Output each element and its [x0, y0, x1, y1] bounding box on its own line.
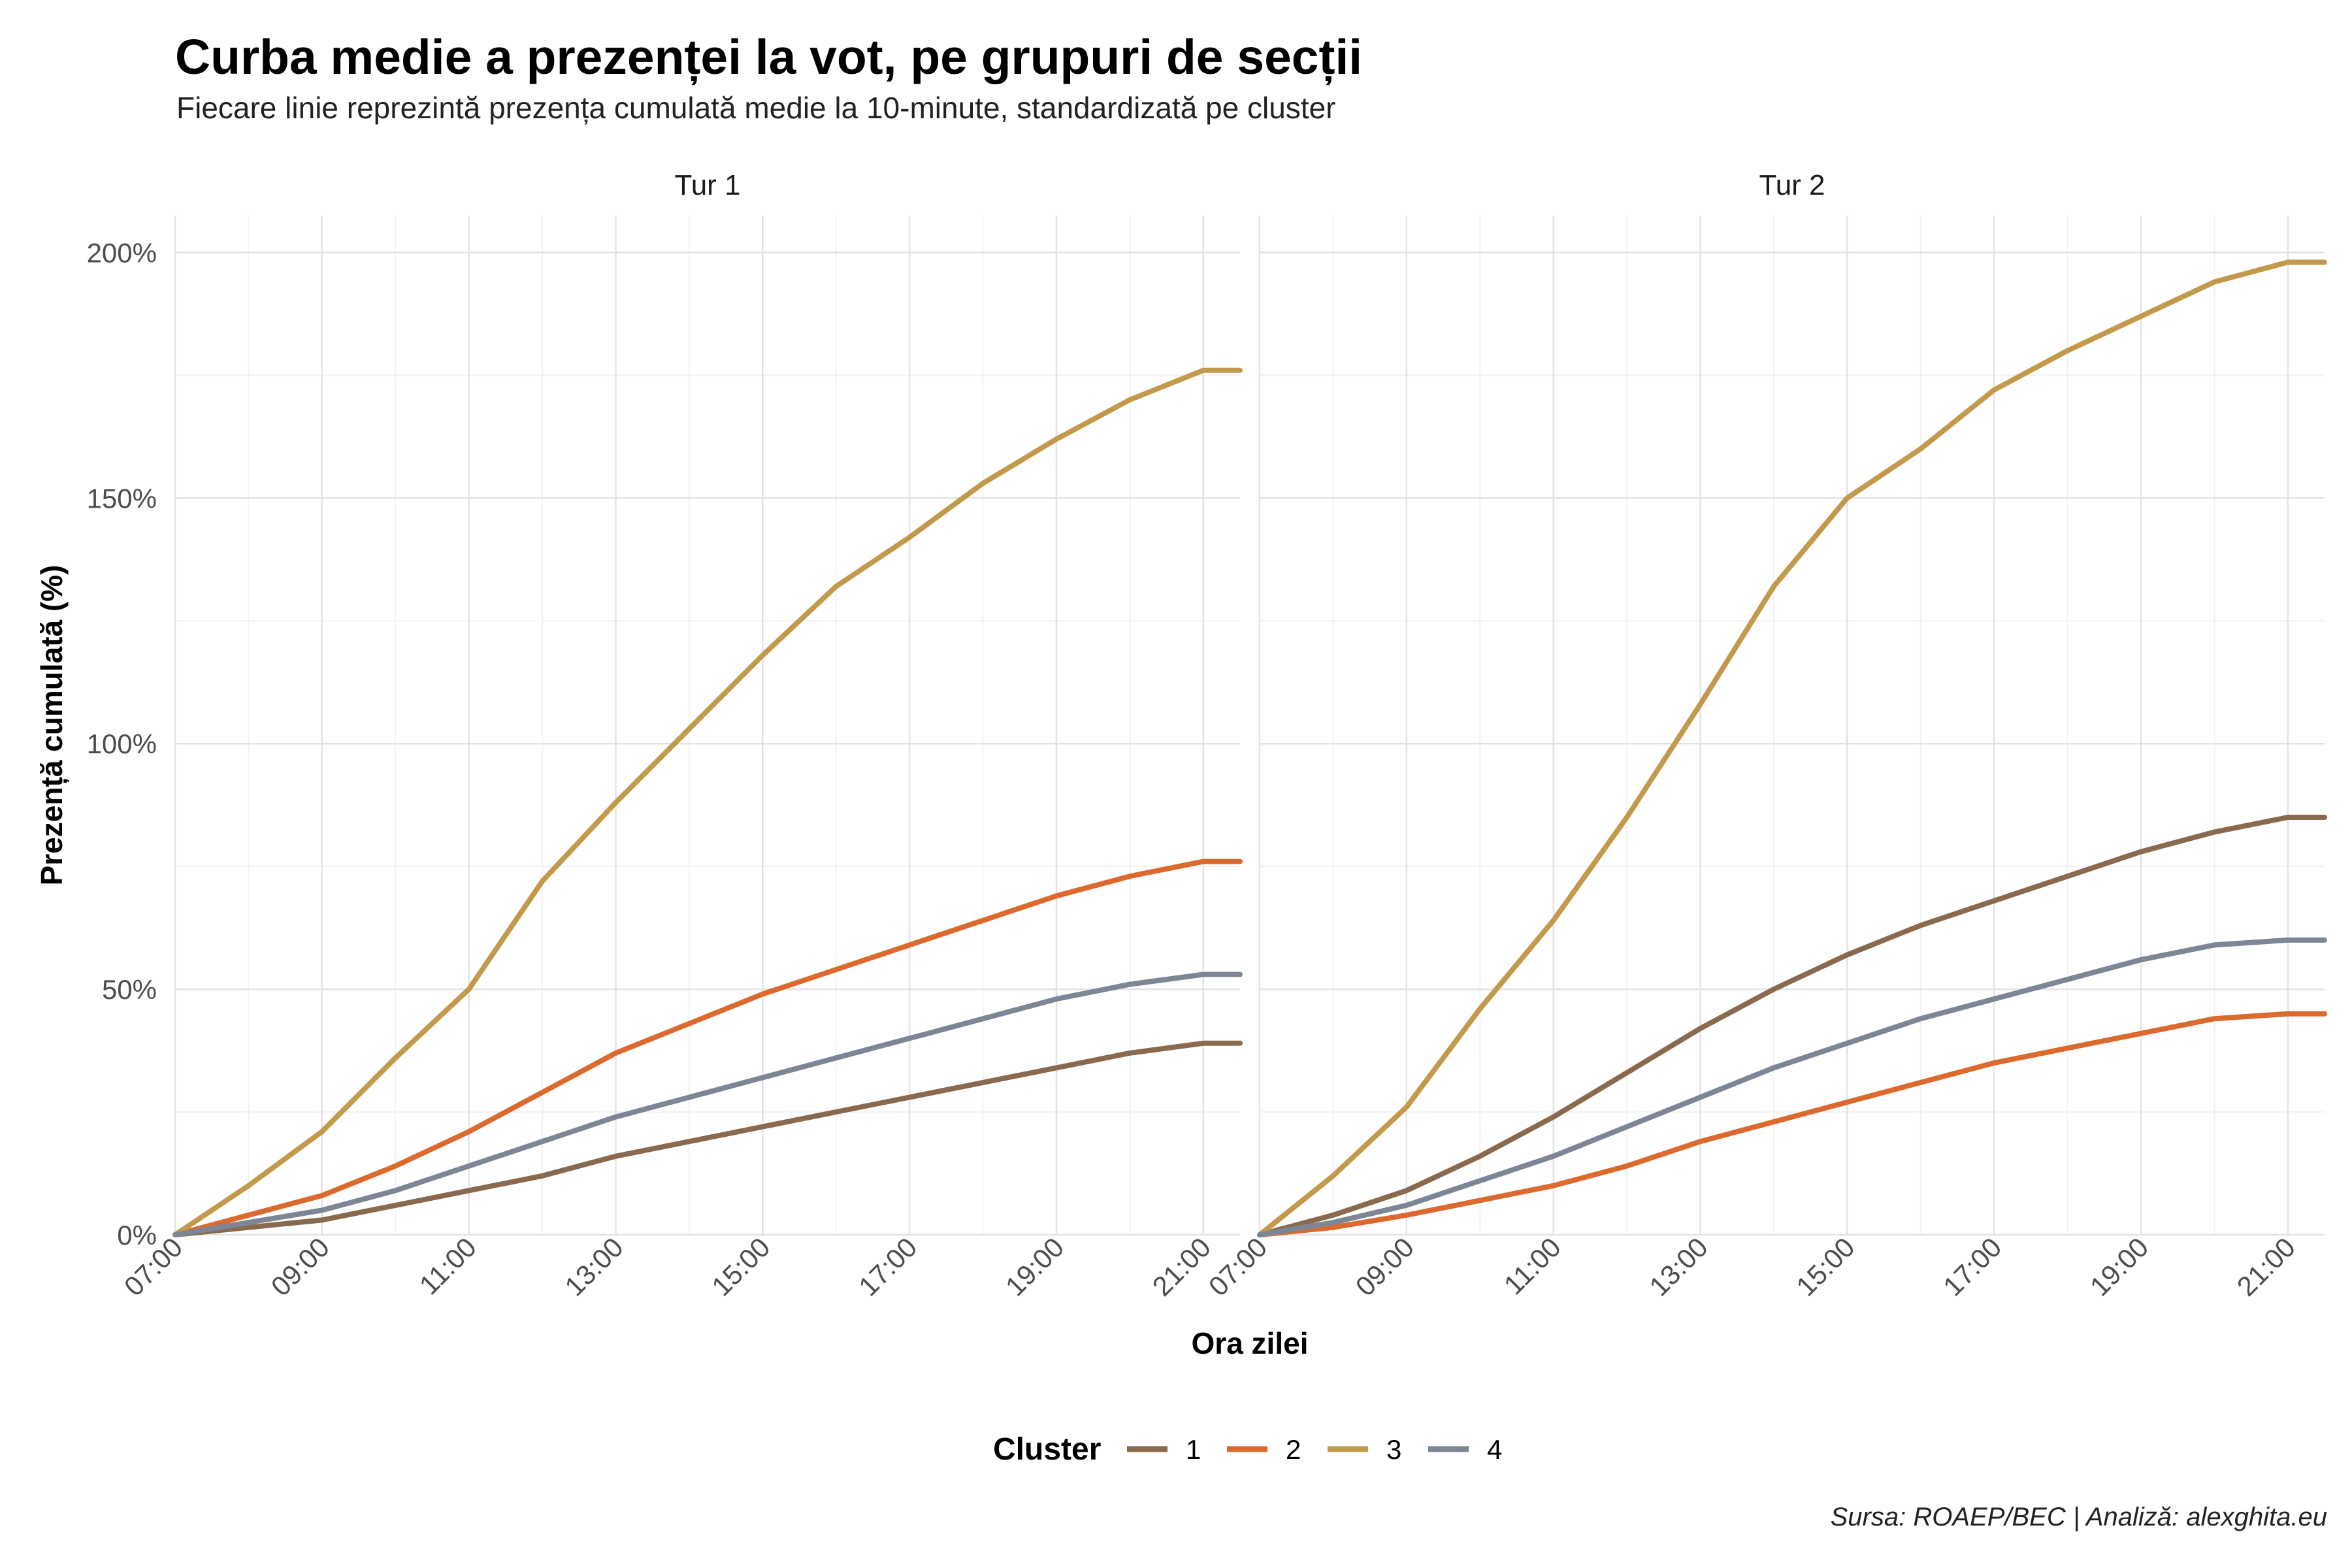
- x-tick-label: 19:00: [1000, 1232, 1070, 1302]
- y-tick-label: 0%: [117, 1220, 157, 1250]
- y-tick-label: 150%: [87, 483, 157, 514]
- series-line-2: [1257, 1011, 2327, 1237]
- series-line-4: [1257, 937, 2327, 1237]
- y-tick-label: 200%: [87, 237, 157, 268]
- x-tick-label: 17:00: [1937, 1232, 2008, 1302]
- x-tick-label: 09:00: [1350, 1232, 1420, 1302]
- series-line-1: [1257, 815, 2327, 1237]
- x-tick-label: 15:00: [706, 1232, 776, 1302]
- legend-label-4: 4: [1487, 1434, 1502, 1465]
- series-line-3: [172, 367, 1243, 1237]
- x-tick-label: 19:00: [2084, 1232, 2155, 1302]
- legend-label-3: 3: [1386, 1434, 1401, 1465]
- series-line-3: [1257, 259, 2327, 1237]
- series-line-4: [172, 972, 1243, 1237]
- series-line-2: [172, 858, 1243, 1237]
- x-tick-label: 13:00: [1643, 1232, 1714, 1302]
- panel-title: Tur 1: [674, 169, 740, 201]
- y-tick-label: 100%: [87, 728, 157, 759]
- legend-label-2: 2: [1286, 1434, 1301, 1465]
- x-tick-label: 13:00: [559, 1232, 629, 1302]
- y-axis-label: Prezență cumulată (%): [35, 565, 69, 886]
- x-tick-label: 09:00: [265, 1232, 336, 1302]
- legend-label-1: 1: [1186, 1434, 1201, 1465]
- x-tick-label: 21:00: [2231, 1232, 2302, 1302]
- x-axis-label: Ora zilei: [1192, 1326, 1309, 1360]
- panel-title: Tur 2: [1759, 169, 1825, 201]
- legend-title: Cluster: [993, 1432, 1101, 1467]
- source-caption: Sursa: ROAEP/BEC | Analiză: alexghita.eu: [1830, 1503, 2327, 1531]
- x-tick-label: 15:00: [1790, 1232, 1861, 1302]
- chart-title: Curba medie a prezenței la vot, pe grupu…: [175, 29, 1363, 84]
- x-tick-label: 17:00: [853, 1232, 923, 1302]
- series-line-1: [172, 1040, 1243, 1237]
- x-tick-label: 07:00: [1203, 1232, 1273, 1302]
- x-tick-label: 11:00: [414, 1232, 482, 1300]
- x-tick-label: 21:00: [1147, 1232, 1217, 1302]
- x-tick-label: 11:00: [1498, 1232, 1567, 1300]
- y-tick-label: 50%: [102, 974, 157, 1005]
- chart-subtitle: Fiecare linie reprezintă prezența cumula…: [176, 91, 1336, 125]
